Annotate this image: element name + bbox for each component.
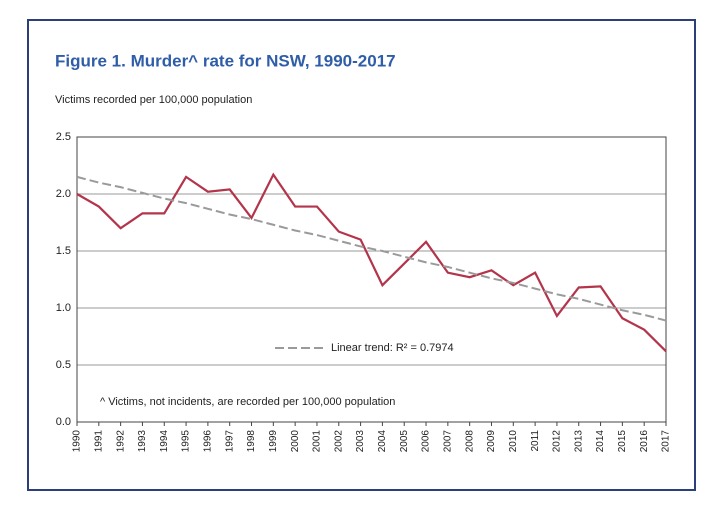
frame <box>27 19 696 491</box>
subtitle: Victims recorded per 100,000 population <box>55 94 252 106</box>
chart-title: Figure 1. Murder^ rate for NSW, 1990-201… <box>55 51 396 70</box>
x-tick-label: 1994 <box>159 430 170 453</box>
x-tick-label: 1995 <box>181 430 192 453</box>
x-tick-label: 2011 <box>530 430 541 452</box>
x-tick-label: 2013 <box>573 430 584 453</box>
x-tick-label: 1996 <box>203 430 214 453</box>
x-tick-label: 2004 <box>377 430 388 453</box>
y-tick-label: 2.0 <box>56 188 71 200</box>
x-tick-label: 1990 <box>72 430 83 453</box>
x-tick-label: 2015 <box>617 430 628 453</box>
y-tick-label: 0.0 <box>56 416 71 428</box>
plot-frame <box>76 136 667 423</box>
y-tick-label: 0.5 <box>56 359 71 371</box>
y-tick-label: 1.0 <box>56 302 71 314</box>
footnote: ^ Victims, not incidents, are recorded p… <box>100 396 395 408</box>
x-tick-label: 1991 <box>93 430 104 453</box>
x-tick-label: 2000 <box>290 430 301 453</box>
x-tick-label: 2005 <box>399 430 410 453</box>
x-tick-label: 2006 <box>421 430 432 453</box>
y-tick-label: 2.5 <box>56 131 71 143</box>
data-line <box>76 172 667 353</box>
legend-label: Linear trend: R² = 0.7974 <box>331 342 454 354</box>
x-tick-label: 2012 <box>552 430 563 453</box>
x-tick-label: 2009 <box>486 430 497 453</box>
x-tick-label: 1992 <box>115 430 126 453</box>
x-tick-label: 2010 <box>508 430 519 453</box>
x-tick-label: 2007 <box>442 430 453 453</box>
x-tick-label: 2003 <box>355 430 366 453</box>
x-tick-label: 2016 <box>639 430 650 453</box>
x-tick-label: 2001 <box>312 430 323 453</box>
x-tick-label: 1999 <box>268 430 279 453</box>
x-tick-label: 1993 <box>137 430 148 453</box>
y-tick-label: 1.5 <box>56 245 71 257</box>
x-tick-label: 2017 <box>661 430 672 453</box>
x-tick-label: 1997 <box>224 430 235 453</box>
x-tick-label: 1998 <box>246 430 257 453</box>
trend-line <box>76 175 667 322</box>
x-tick-label: 2008 <box>464 430 475 453</box>
x-tick-label: 2014 <box>595 430 606 453</box>
x-tick-label: 2002 <box>333 430 344 453</box>
